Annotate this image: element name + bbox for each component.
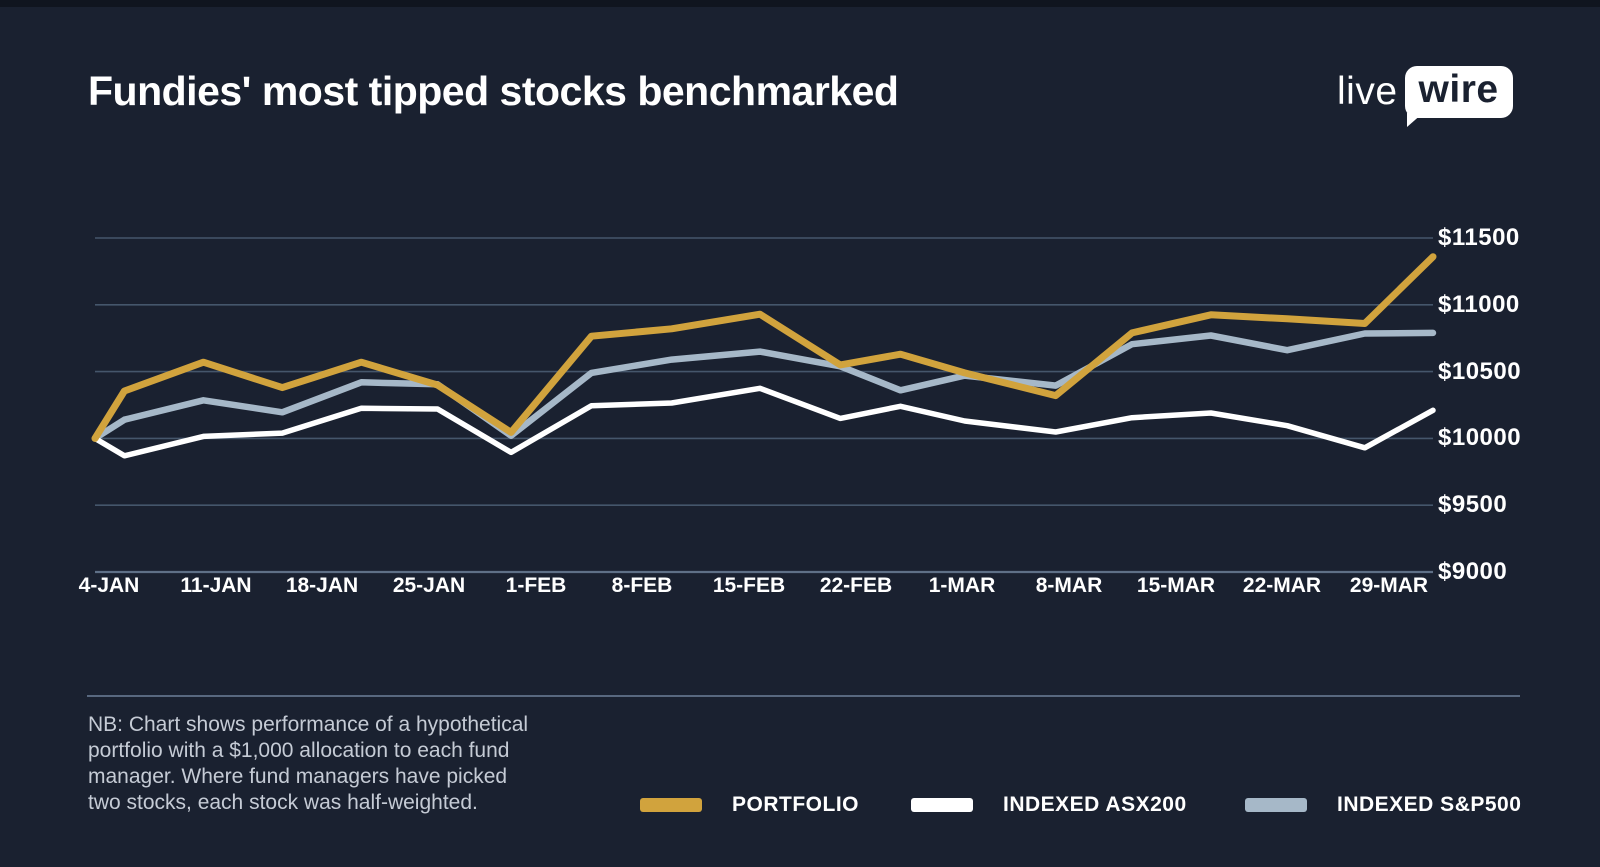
x-tick-label: 1-FEB — [505, 574, 567, 597]
x-tick-label: 4-JAN — [78, 574, 140, 597]
legend-swatch — [911, 798, 973, 812]
series-line — [91, 253, 1437, 442]
legend-item-asx200: INDEXED ASX200 — [911, 793, 1187, 817]
legend-label: PORTFOLIO — [732, 793, 859, 816]
y-tick-label: $10500 — [1438, 358, 1522, 385]
y-tick-label: $9500 — [1438, 491, 1508, 518]
legend-swatch — [1245, 798, 1307, 812]
divider-line — [87, 695, 1520, 697]
y-tick-label: $10000 — [1438, 424, 1522, 451]
legend-item-portfolio: PORTFOLIO — [640, 793, 859, 817]
legend-label: INDEXED ASX200 — [1003, 793, 1187, 816]
page-title: Fundies' most tipped stocks benchmarked — [88, 68, 899, 114]
logo-bubble: wire — [1404, 66, 1513, 127]
x-tick-label: 25-JAN — [392, 574, 466, 597]
y-tick-label: $9000 — [1438, 558, 1508, 585]
x-tick-label: 22-FEB — [819, 574, 893, 597]
livewire-logo: live wire — [1337, 66, 1513, 127]
logo-bubble-tail-icon — [1406, 113, 1423, 127]
x-tick-label: 29-MAR — [1349, 574, 1429, 597]
legend-item-sp500: INDEXED S&P500 — [1245, 793, 1521, 817]
x-tick-label: 15-FEB — [712, 574, 786, 597]
series-line — [92, 385, 1436, 459]
top-strip — [0, 0, 1600, 7]
logo-text-wire: wire — [1418, 68, 1499, 111]
legend-swatch — [640, 798, 702, 812]
x-tick-label: 8-FEB — [611, 574, 673, 597]
y-tick-label: $11000 — [1438, 291, 1520, 318]
legend-label: INDEXED S&P500 — [1337, 793, 1522, 816]
x-tick-label: 18-JAN — [285, 574, 359, 597]
y-tick-label: $11500 — [1438, 224, 1520, 251]
series-line — [91, 329, 1437, 442]
x-tick-label: 22-MAR — [1242, 574, 1322, 597]
logo-text-live: live — [1337, 70, 1398, 113]
x-tick-label: 11-JAN — [180, 574, 252, 597]
x-tick-label: 1-MAR — [928, 574, 996, 597]
x-tick-label: 8-MAR — [1035, 574, 1103, 597]
footnote: NB: Chart shows performance of a hypothe… — [88, 713, 529, 814]
x-tick-label: 15-MAR — [1136, 574, 1216, 597]
